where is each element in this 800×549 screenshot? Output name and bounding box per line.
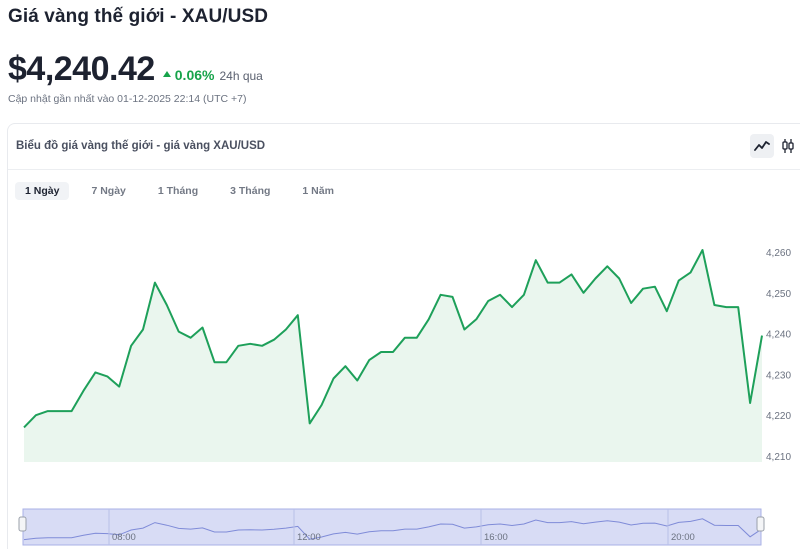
x-tick-label: 20:00	[671, 532, 695, 543]
x-tick-label: 08:00	[112, 532, 136, 543]
y-tick-label: 4,230	[766, 370, 791, 381]
y-tick-label: 4,240	[766, 330, 791, 341]
line-chart-icon	[754, 141, 770, 151]
caret-up-icon	[162, 71, 171, 77]
x-tick-label: 16:00	[484, 532, 508, 543]
candlestick-icon	[782, 139, 794, 153]
range-tab-1[interactable]: 7 Ngày	[91, 185, 126, 197]
current-price: $4,240.42	[8, 50, 155, 88]
navigator-line	[23, 518, 763, 541]
page-title: Giá vàng thế giới - XAU/USD	[8, 6, 269, 27]
y-tick-label: 4,220	[766, 411, 791, 422]
time-navigator[interactable]	[18, 508, 765, 546]
y-tick-label: 4,250	[766, 289, 791, 300]
x-tick-label: 12:00	[297, 532, 321, 543]
chart-card: Biểu đồ giá vàng thế giới - giá vàng XAU…	[7, 123, 800, 549]
navigator-handle-left[interactable]	[18, 516, 27, 532]
navigator-handle-right[interactable]	[756, 516, 765, 532]
range-tab-4[interactable]: 1 Năm	[302, 185, 334, 197]
last-updated: Cập nhật gần nhất vào 01-12-2025 22:14 (…	[8, 93, 247, 105]
chart-type-switch	[750, 134, 800, 158]
line-chart-button[interactable]	[750, 134, 774, 158]
range-tab-0[interactable]: 1 Ngày	[15, 182, 70, 200]
range-tab-2[interactable]: 1 Tháng	[157, 185, 199, 197]
price-row: $4,240.42 0.06% 24h qua	[8, 50, 263, 89]
price-area	[24, 250, 762, 462]
range-tab-3[interactable]: 3 Tháng	[230, 185, 271, 197]
candlestick-chart-button[interactable]	[776, 134, 800, 158]
price-line	[23, 249, 763, 429]
y-tick-label: 4,260	[766, 248, 791, 259]
chart-title: Biểu đồ giá vàng thế giới - giá vàng XAU…	[16, 140, 266, 152]
change-percent: 0.06%	[174, 67, 215, 83]
price-change: 0.06% 24h qua	[162, 67, 263, 83]
change-period: 24h qua	[219, 69, 263, 83]
range-tabs: 1 Ngày 7 Ngày 1 Tháng 3 Tháng 1 Năm	[15, 182, 356, 200]
y-tick-label: 4,210	[766, 452, 791, 463]
chart-card-header: Biểu đồ giá vàng thế giới - giá vàng XAU…	[8, 124, 800, 170]
